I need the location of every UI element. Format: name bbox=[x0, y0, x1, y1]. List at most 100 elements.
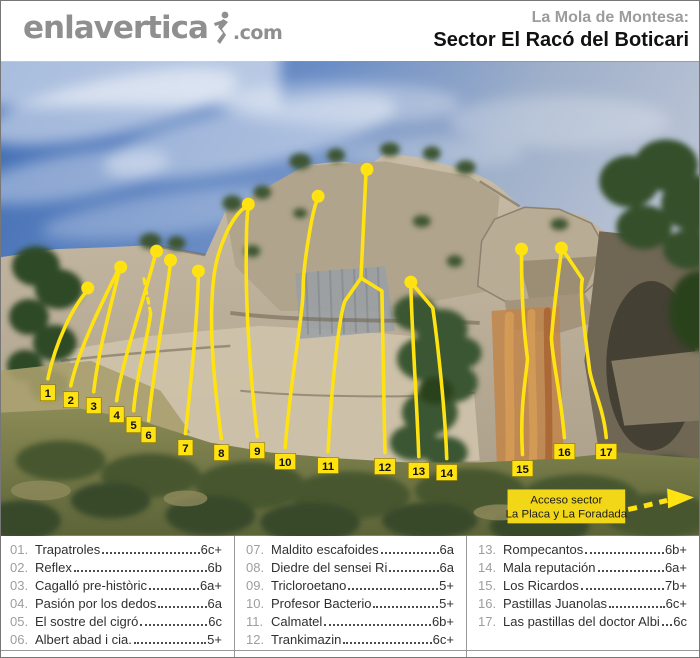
route-anchor-dot-15 bbox=[515, 242, 528, 256]
legend-dotted-leader bbox=[343, 642, 432, 644]
route-line-8 bbox=[209, 204, 250, 441]
legend-dotted-leader bbox=[609, 606, 665, 608]
legend-route-name: Calmatel bbox=[271, 614, 323, 629]
title-block: La Mola de Montesa: Sector El Racó del B… bbox=[433, 8, 689, 53]
legend-route-name: Rompecantos bbox=[503, 542, 584, 557]
legend-dotted-leader bbox=[380, 552, 439, 554]
site-logo: enlavertica .com bbox=[23, 10, 283, 46]
legend-dotted-leader bbox=[389, 570, 439, 572]
legend-column-2: 07. Maldito escafoides 6a 08. Diedre del sen… bbox=[235, 536, 467, 657]
climber-logo-icon bbox=[213, 11, 229, 44]
route-line-1 bbox=[46, 288, 90, 381]
legend-route-number: 16. bbox=[478, 596, 497, 611]
route-marker-16 bbox=[553, 443, 576, 460]
legend-route-grade: 6b bbox=[207, 560, 222, 575]
legend-route-row-17: 17. Las pastillas del doctor Albi 6c bbox=[478, 614, 687, 632]
route-marker-number-5: 5 bbox=[130, 420, 137, 432]
route-line-15 bbox=[519, 250, 530, 457]
legend-dotted-leader bbox=[580, 588, 664, 590]
legend-route-name: Reflex bbox=[35, 560, 72, 575]
legend-route-number: 11. bbox=[246, 614, 264, 629]
route-line-13 bbox=[409, 283, 421, 459]
legend-dotted-leader bbox=[348, 588, 439, 590]
legend-route-row-05: 05. El sostre del cigró 6c bbox=[10, 614, 222, 632]
route-marker-number-11: 11 bbox=[322, 461, 335, 473]
legend-route-number: 07. bbox=[246, 542, 265, 557]
legend-route-row-02: 02. Reflex 6b bbox=[10, 560, 222, 578]
legend-route-grade: 5+ bbox=[439, 578, 454, 593]
legend-route-name: Pasión por los dedos bbox=[35, 596, 157, 611]
logo-text: enlavertica bbox=[23, 10, 209, 46]
legend-route-row-08: 08. Diedre del sensei Ri 6a bbox=[246, 560, 454, 578]
access-arrow-head bbox=[667, 488, 695, 509]
legend-route-name: Profesor Bacterio bbox=[271, 596, 372, 611]
access-label-line2: La Placa y La Foradada bbox=[506, 508, 628, 520]
topo-svg: Acceso sector La Placa y La Foradada 12 3… bbox=[1, 61, 699, 536]
legend-route-grade: 6a bbox=[207, 596, 222, 611]
route-marker-9 bbox=[249, 442, 266, 459]
route-marker-number-17: 17 bbox=[600, 447, 613, 459]
legend-dotted-leader bbox=[73, 570, 207, 572]
legend-route-row-13: 13. Rompecantos 6b+ bbox=[478, 542, 687, 560]
legend-route-grade: 6b+ bbox=[431, 614, 454, 629]
legend-route-number: 13. bbox=[478, 542, 497, 557]
access-arrow-dashes bbox=[627, 497, 668, 512]
route-marker-number-6: 6 bbox=[145, 430, 151, 442]
route-line-10 bbox=[283, 198, 319, 450]
legend-route-number: 04. bbox=[10, 596, 29, 611]
route-line-12 bbox=[359, 276, 387, 455]
access-label-box bbox=[507, 489, 626, 524]
legend-route-row-03: 03. Cagalló pre-històric 6a+ bbox=[10, 578, 222, 596]
legend-route-grade: 6c+ bbox=[665, 596, 687, 611]
route-marker-11 bbox=[317, 457, 339, 474]
legend-dotted-leader bbox=[597, 570, 664, 572]
route-marker-14 bbox=[435, 464, 458, 481]
legend-dotted-leader bbox=[140, 624, 208, 626]
legend-route-row-11: 11. Calmatel 6b+ bbox=[246, 614, 454, 632]
legend-route-number: 03. bbox=[10, 578, 29, 593]
route-anchor-dot-8 bbox=[241, 197, 255, 211]
route-marker-number-4: 4 bbox=[113, 410, 120, 422]
route-marker-3 bbox=[85, 397, 102, 414]
legend-route-grade: 6c bbox=[208, 614, 222, 629]
legend-route-grade: 6a+ bbox=[664, 560, 687, 575]
route-legend: 01. Trapatroles 6c+ 02. Reflex 6b 03. Cagalló p… bbox=[1, 536, 699, 657]
route-marker-13 bbox=[408, 462, 430, 479]
legend-route-number: 17. bbox=[478, 614, 497, 629]
sector-title: Sector El Racó del Boticari bbox=[433, 29, 689, 51]
legend-route-row-10: 10. Profesor Bacterio 5+ bbox=[246, 596, 454, 614]
legend-dotted-leader bbox=[102, 552, 200, 554]
route-marker-number-8: 8 bbox=[218, 448, 225, 460]
legend-dotted-leader bbox=[585, 552, 664, 554]
legend-route-name: Trankimazin bbox=[271, 632, 342, 647]
route-line-4 bbox=[114, 251, 158, 403]
route-line-3 bbox=[91, 267, 122, 394]
legend-route-grade: 6a bbox=[439, 542, 454, 557]
route-line-14 bbox=[410, 281, 449, 461]
legend-route-name: Mala reputación bbox=[503, 560, 596, 575]
header: enlavertica .com La Mola de Montesa: Sec… bbox=[1, 1, 699, 61]
route-marker-4 bbox=[108, 406, 125, 423]
route-line-11 bbox=[326, 276, 363, 454]
logo-suffix: .com bbox=[232, 22, 283, 44]
legend-route-row-12: 12. Trankimazin 6c+ bbox=[246, 632, 454, 650]
route-marker-12 bbox=[374, 458, 396, 475]
legend-dotted-leader bbox=[149, 588, 199, 590]
route-marker-2 bbox=[63, 391, 79, 408]
legend-dotted-leader bbox=[133, 642, 207, 644]
access-label-line1: Acceso sector bbox=[530, 494, 602, 506]
route-marker-number-10: 10 bbox=[279, 457, 292, 469]
route-marker-number-7: 7 bbox=[182, 443, 188, 455]
legend-route-name: Pastillas Juanolas bbox=[503, 596, 608, 611]
legend-column-1: 01. Trapatroles 6c+ 02. Reflex 6b 03. Cagalló p… bbox=[1, 536, 235, 657]
legend-route-row-04: 04. Pasión por los dedos 6a bbox=[10, 596, 222, 614]
legend-route-grade: 6c+ bbox=[432, 632, 454, 647]
legend-route-number: 08. bbox=[246, 560, 265, 575]
legend-dotted-leader bbox=[158, 606, 207, 608]
route-anchor-dot-extra-0 bbox=[360, 162, 374, 176]
route-line-16 bbox=[549, 249, 567, 440]
legend-route-grade: 5+ bbox=[207, 632, 222, 647]
legend-route-name: Los Ricardos bbox=[503, 578, 579, 593]
route-marker-number-15: 15 bbox=[516, 464, 529, 476]
